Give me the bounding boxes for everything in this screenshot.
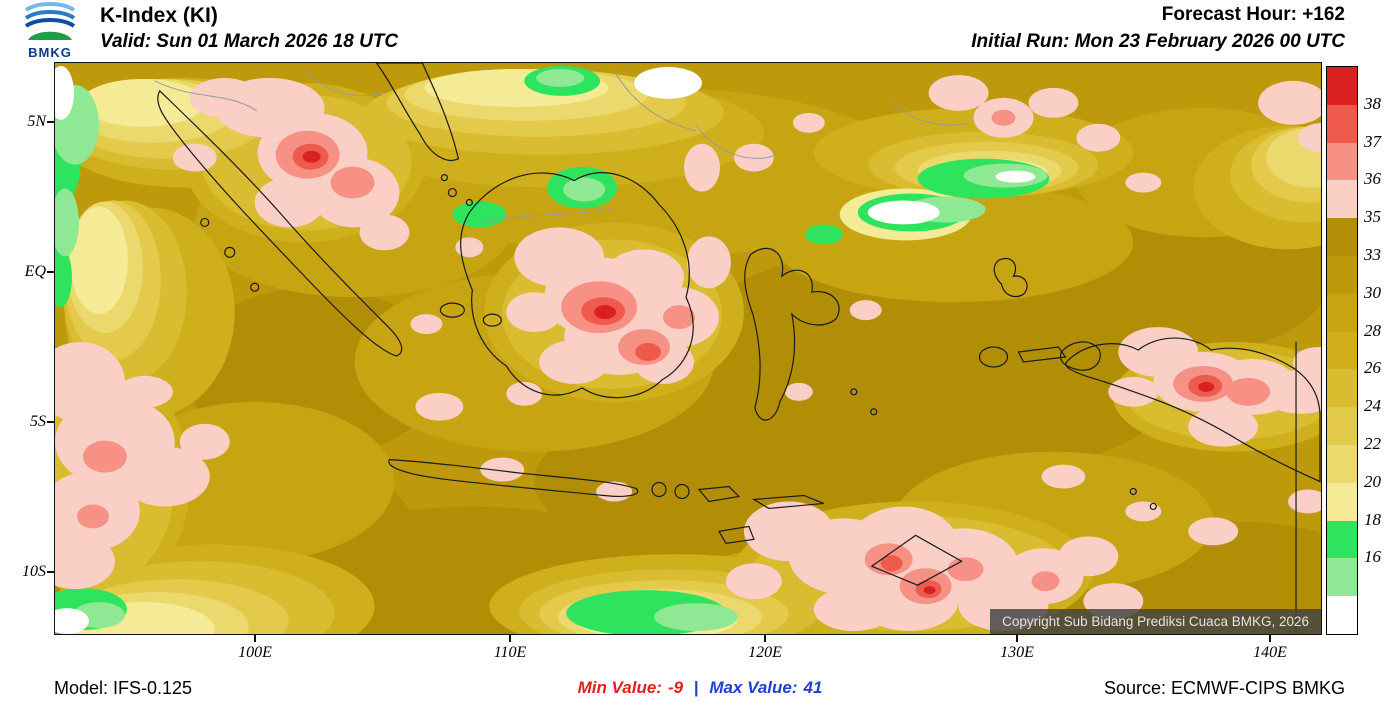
colorbar-label: 20 xyxy=(1364,472,1381,491)
lon-tick xyxy=(764,635,766,642)
forecast-hour-label: Forecast Hour: +162 xyxy=(1161,4,1345,25)
contour-dark-red-cores xyxy=(302,150,1215,595)
colorbar-segment xyxy=(1327,520,1357,559)
colorbar-label: 16 xyxy=(1364,547,1381,566)
colorbar-segment xyxy=(1327,218,1357,256)
initial-run-label: Initial Run: Mon 23 February 2026 00 UTC xyxy=(971,31,1345,52)
colorbar-label: 18 xyxy=(1364,510,1381,529)
min-value: -9 xyxy=(667,678,684,697)
gray-boundary-lines xyxy=(154,70,969,223)
lon-tick xyxy=(509,635,511,642)
k-index-contour-map xyxy=(55,63,1321,634)
colorbar-segment xyxy=(1327,180,1357,219)
minmax-divider: | xyxy=(693,678,699,697)
colorbar-segment xyxy=(1327,331,1357,370)
colorbar-segment xyxy=(1327,255,1357,294)
lat-label-5s: 5S xyxy=(30,413,46,430)
bmkg-logo-icon xyxy=(24,2,76,40)
colorbar-segment xyxy=(1327,444,1357,483)
minmax-line: Min Value: -9 | Max Value: 41 xyxy=(578,678,823,698)
lon-label-110e: 110E xyxy=(493,644,527,661)
colorbar-segment xyxy=(1327,596,1357,634)
lat-tick xyxy=(47,571,54,573)
bmkg-logo-text: BMKG xyxy=(28,45,72,60)
colorbar-label: 37 xyxy=(1364,132,1381,151)
colorbar-label: 38 xyxy=(1364,94,1381,113)
lat-label-10s: 10S xyxy=(22,563,46,580)
lon-label-120e: 120E xyxy=(748,644,782,661)
lat-tick xyxy=(47,271,54,273)
colorbar xyxy=(1326,66,1358,635)
source-label: Source: ECMWF-CIPS BMKG xyxy=(1103,678,1345,698)
colorbar-label: 35 xyxy=(1364,207,1381,226)
model-label: Model: IFS-0.125 xyxy=(54,678,193,698)
page-title: K-Index (KI) xyxy=(100,4,218,27)
contour-white-regions xyxy=(55,65,1036,634)
max-value-label: Max Value: xyxy=(709,678,798,697)
lat-tick xyxy=(47,121,54,123)
colorbar-label: 26 xyxy=(1364,358,1381,377)
lon-tick xyxy=(1269,635,1271,642)
lon-label-100e: 100E xyxy=(238,644,272,661)
colorbar-segment xyxy=(1327,142,1357,181)
max-value: 41 xyxy=(803,678,823,697)
min-value-label: Min Value: xyxy=(577,678,662,697)
lon-tick xyxy=(254,635,256,642)
map-canvas: Copyright Sub Bidang Prediksi Cuaca BMKG… xyxy=(54,62,1322,635)
lon-tick xyxy=(1016,635,1018,642)
lat-label-5n: 5N xyxy=(27,113,46,130)
lat-tick xyxy=(47,421,54,423)
colorbar-segment xyxy=(1327,407,1357,445)
colorbar-segment xyxy=(1327,67,1357,105)
lon-label-140e: 140E xyxy=(1253,644,1287,661)
colorbar-label: 28 xyxy=(1364,321,1381,340)
copyright-overlay: Copyright Sub Bidang Prediksi Cuaca BMKG… xyxy=(990,609,1321,634)
lat-label-eq: EQ xyxy=(24,263,46,280)
colorbar-segment xyxy=(1327,369,1357,408)
bmkg-logo: BMKG xyxy=(10,2,90,60)
colorbar-label: 22 xyxy=(1364,434,1381,453)
colorbar-label: 36 xyxy=(1364,169,1381,188)
valid-time-label: Valid: Sun 01 March 2026 18 UTC xyxy=(100,31,399,52)
colorbar-label: 33 xyxy=(1364,245,1381,264)
colorbar-segment xyxy=(1327,482,1357,521)
colorbar-segment xyxy=(1327,293,1357,332)
coastlines xyxy=(157,63,1321,634)
colorbar-segment xyxy=(1327,558,1357,597)
colorbar-label: 24 xyxy=(1364,396,1381,415)
colorbar-segment xyxy=(1327,104,1357,143)
lon-label-130e: 130E xyxy=(1000,644,1034,661)
colorbar-label: 30 xyxy=(1364,283,1381,302)
